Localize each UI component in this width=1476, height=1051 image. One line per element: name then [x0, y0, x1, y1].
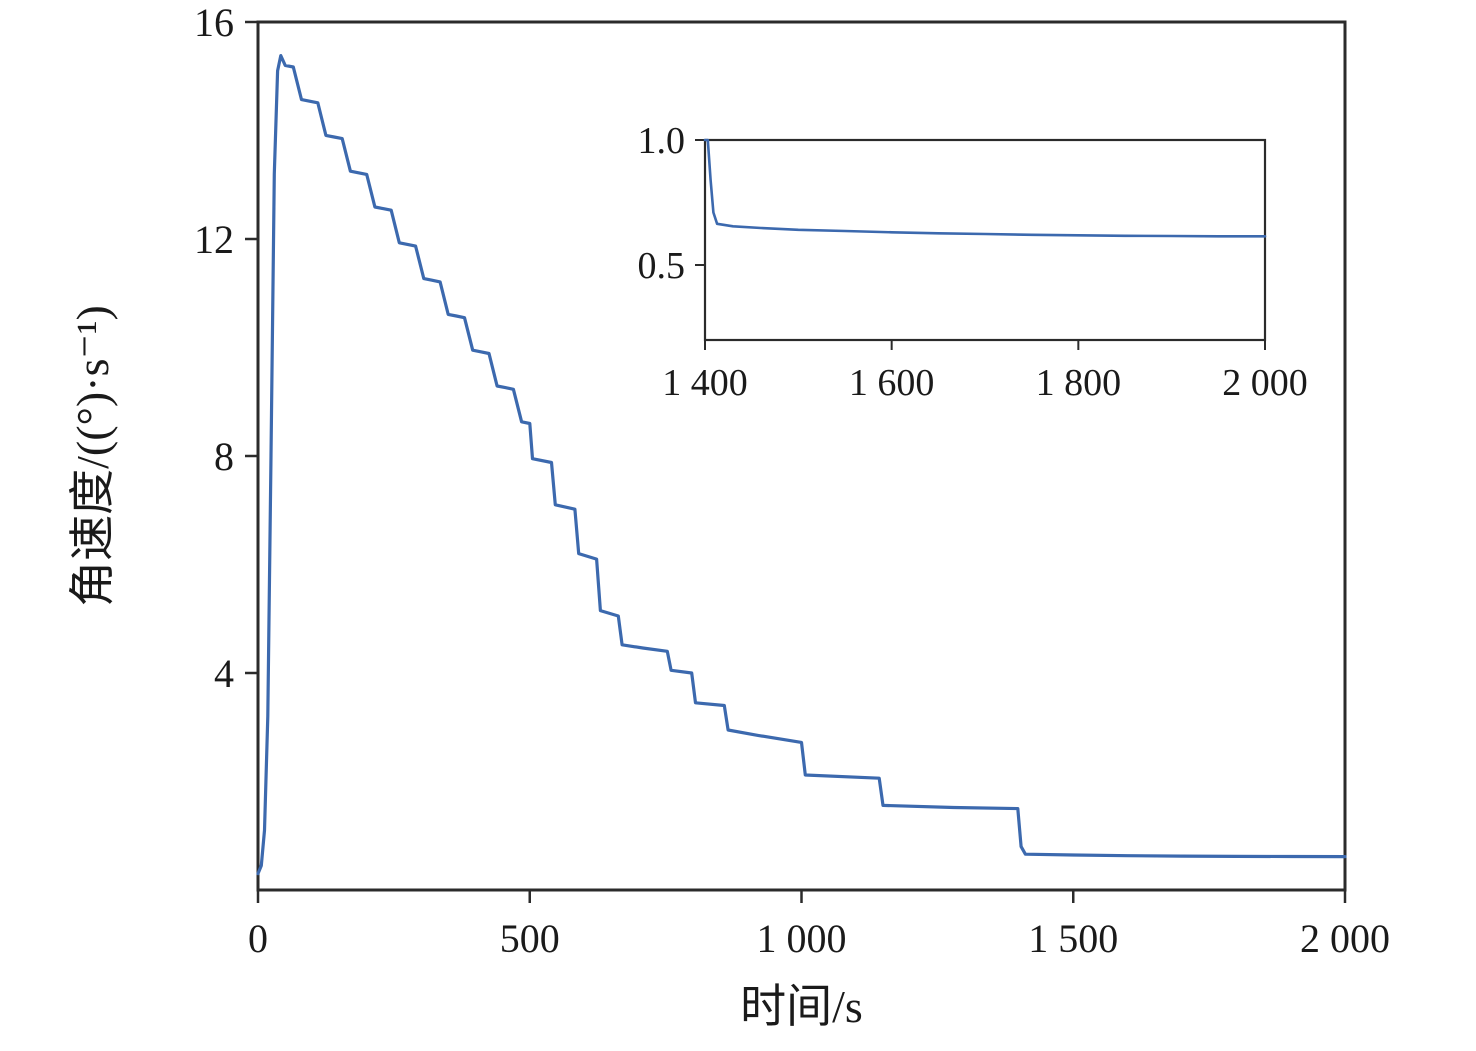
inset-plot-frame [703, 138, 1267, 342]
x-tick-label: 500 [500, 916, 560, 961]
x-tick-label: 1 500 [1028, 916, 1118, 961]
inset-x-tick-label: 2 000 [1222, 362, 1308, 404]
y-tick-label: 8 [214, 434, 234, 479]
inset-x-tick-label: 1 400 [662, 362, 748, 404]
inset-series-line [703, 138, 1267, 238]
y-tick-label: 12 [194, 217, 234, 262]
inset-y-tick-label: 0.5 [638, 245, 686, 287]
inset-y-tick-label: 1.0 [638, 120, 686, 162]
y-tick-label: 4 [214, 651, 234, 696]
y-tick-label: 16 [194, 0, 234, 45]
x-axis-label: 时间/s [740, 981, 863, 1032]
x-tick-label: 0 [248, 916, 268, 961]
series-line-angular-velocity [256, 53, 1347, 876]
inset-x-tick-label: 1 600 [849, 362, 935, 404]
x-tick-label: 2 000 [1300, 916, 1390, 961]
y-axis-label: 角速度/((°)·s⁻¹) [67, 305, 118, 607]
inset-x-tick-label: 1 800 [1036, 362, 1122, 404]
x-tick-label: 1 000 [757, 916, 847, 961]
